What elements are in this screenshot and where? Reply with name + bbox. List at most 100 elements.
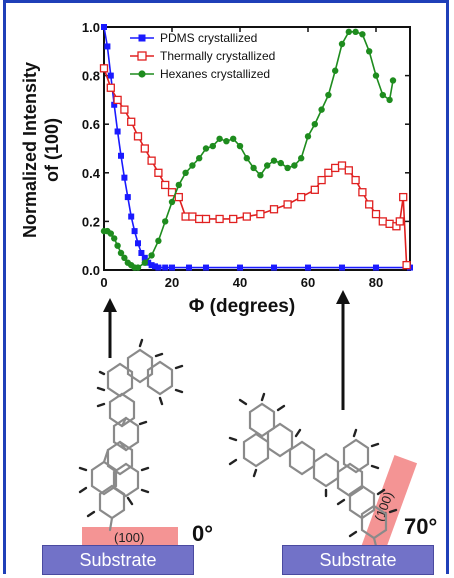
legend-label: Thermally crystallized <box>160 49 275 63</box>
data-point <box>169 264 175 271</box>
data-point <box>155 264 162 271</box>
data-point <box>203 264 209 271</box>
series-2 <box>100 28 397 271</box>
data-point <box>189 162 196 169</box>
data-point <box>121 254 128 262</box>
data-point <box>120 105 129 114</box>
data-point <box>345 28 352 36</box>
data-point <box>337 161 347 170</box>
legend-item: Thermally crystallized <box>130 49 275 63</box>
series-layer <box>99 24 413 271</box>
data-point <box>168 198 176 206</box>
data-point <box>148 252 155 259</box>
data-point <box>389 77 397 84</box>
data-point <box>127 117 136 126</box>
data-point <box>359 31 366 38</box>
data-point <box>131 228 138 235</box>
data-point <box>182 169 189 176</box>
data-point <box>236 142 244 150</box>
data-point <box>264 162 271 169</box>
data-point <box>134 264 142 271</box>
data-point <box>395 217 404 226</box>
legend-item: PDMS crystallized <box>130 31 257 45</box>
data-point <box>379 91 386 99</box>
data-point <box>202 145 210 152</box>
left-plane-highlight <box>82 527 178 546</box>
data-point <box>256 209 265 219</box>
y-axis-label: Normalized Intensity of (100) <box>20 62 62 238</box>
data-point <box>230 135 237 142</box>
data-point <box>186 264 192 271</box>
data-point <box>196 155 203 162</box>
data-point <box>101 24 107 30</box>
x-tick-label: 80 <box>369 275 383 290</box>
data-point <box>209 142 216 150</box>
data-point <box>133 132 143 141</box>
data-point <box>365 200 374 209</box>
data-point <box>351 175 360 185</box>
data-point <box>310 185 319 194</box>
data-point <box>371 209 381 219</box>
data-point <box>140 144 149 153</box>
data-point <box>162 218 169 225</box>
legend: PDMS crystallized Thermally crystallized H… <box>130 31 275 81</box>
right-molecule-hydrogens <box>228 392 398 538</box>
left-substrate: Substrate <box>42 545 194 575</box>
data-point <box>237 264 243 271</box>
x-tick-label: 60 <box>301 275 315 290</box>
data-point <box>344 166 353 175</box>
y-tick-label: 0.0 <box>82 263 100 278</box>
legend-marker <box>138 34 146 42</box>
data-point <box>135 240 141 247</box>
axes: 0 20 40 60 80 0.0 0.2 0.4 0.6 0.8 1.0 <box>82 20 411 290</box>
data-point <box>216 135 223 142</box>
data-point <box>162 264 169 271</box>
left-plane-label: (100) <box>114 530 144 545</box>
data-point <box>154 168 163 177</box>
y-tick-label: 0.4 <box>82 166 101 181</box>
data-point <box>145 259 152 266</box>
data-point <box>223 138 230 145</box>
data-point <box>257 172 264 179</box>
data-point <box>99 64 109 73</box>
data-point <box>201 214 211 224</box>
y-tick-label: 1.0 <box>82 20 100 35</box>
data-point <box>117 249 125 257</box>
data-point <box>332 67 339 74</box>
data-point <box>271 264 277 271</box>
data-point <box>325 91 332 99</box>
data-point <box>366 48 373 55</box>
data-point <box>338 40 346 48</box>
data-point <box>113 95 122 105</box>
data-point <box>284 164 291 172</box>
data-point <box>324 168 333 177</box>
x-axis-label: Φ (degrees) <box>189 296 295 317</box>
data-point <box>175 181 182 189</box>
left-angle-label: 0° <box>192 521 214 546</box>
right-angle-label: 70° <box>404 514 438 539</box>
data-point <box>297 192 306 202</box>
left-molecule-hydrogens <box>78 338 184 518</box>
data-point <box>372 72 380 79</box>
data-point <box>215 214 224 224</box>
data-point <box>242 212 251 221</box>
data-point <box>124 194 131 201</box>
data-point <box>111 235 118 242</box>
data-point <box>174 192 183 202</box>
right-substrate: Substrate <box>282 545 434 575</box>
data-point <box>298 155 305 162</box>
data-point <box>291 162 298 169</box>
data-point <box>121 174 128 181</box>
data-point <box>229 214 238 224</box>
data-point <box>318 106 325 113</box>
x-tick-label: 40 <box>233 275 247 290</box>
data-point <box>128 213 135 220</box>
data-point <box>352 28 359 36</box>
data-point <box>358 188 367 197</box>
data-point <box>152 263 158 270</box>
legend-marker <box>138 70 146 78</box>
figure-border <box>3 0 449 574</box>
data-point <box>107 72 114 79</box>
